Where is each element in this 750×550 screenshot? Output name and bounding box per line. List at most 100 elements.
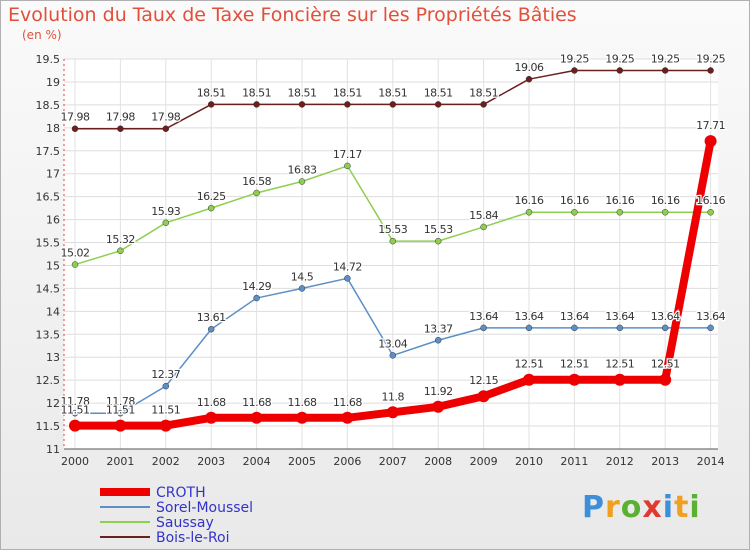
data-point [707, 324, 714, 332]
data-point [661, 324, 669, 332]
data-label: 13.64 [651, 310, 680, 323]
data-label: 11.68 [197, 396, 226, 409]
data-label: 11.51 [61, 404, 90, 417]
y-tick-label: 16 [46, 214, 60, 227]
data-point [205, 411, 218, 424]
data-label: 13.64 [605, 310, 634, 323]
data-label: 12.37 [151, 368, 180, 381]
x-tick-label: 2014 [697, 455, 725, 468]
data-point [480, 324, 487, 332]
x-tick-label: 2011 [560, 455, 588, 468]
data-label: 13.64 [560, 310, 589, 323]
data-point [296, 411, 308, 424]
data-point [613, 373, 626, 386]
data-label: 12.51 [560, 358, 589, 371]
data-label: 16.16 [605, 194, 634, 207]
data-label: 16.16 [560, 194, 589, 207]
data-label: 14.72 [333, 260, 362, 273]
logo-letter: o [620, 490, 643, 525]
data-point [162, 382, 170, 390]
x-tick-label: 2010 [515, 455, 543, 468]
data-label: 11.68 [333, 396, 362, 409]
data-label: 11.51 [106, 404, 135, 417]
data-point [525, 75, 533, 83]
x-tick-label: 2001 [106, 455, 134, 468]
data-label: 11.8 [382, 390, 405, 403]
plot-area [64, 59, 718, 449]
data-label: 11.51 [151, 404, 180, 417]
data-point [434, 101, 442, 108]
data-point [69, 419, 81, 432]
data-point [389, 352, 397, 359]
data-label: 16.16 [696, 194, 725, 207]
data-label: 18.51 [424, 86, 453, 99]
data-label: 11.78 [106, 395, 135, 408]
data-point [253, 294, 260, 302]
logo-letter: t [674, 490, 690, 525]
data-point [616, 208, 624, 216]
data-point [389, 101, 397, 108]
data-point [341, 411, 354, 424]
data-label: 11.92 [424, 385, 453, 398]
x-tick-label: 2009 [470, 455, 498, 468]
data-point [344, 162, 351, 170]
data-point [71, 409, 79, 417]
data-label: 13.64 [515, 310, 544, 323]
y-tick-label: 17.5 [36, 145, 61, 158]
data-label: 19.06 [515, 61, 544, 74]
x-tick-label: 2003 [197, 455, 225, 468]
data-label: 14.29 [242, 280, 271, 293]
data-point [525, 208, 533, 216]
data-label: 12.51 [515, 358, 544, 371]
data-label: 19.25 [560, 52, 589, 65]
data-point [661, 67, 669, 74]
data-point [162, 219, 170, 227]
data-point [480, 223, 487, 231]
data-point [298, 101, 306, 108]
data-label: 12.51 [605, 358, 634, 371]
proxiti-logo: Proxiti [582, 490, 701, 525]
y-tick-label: 13.5 [36, 328, 61, 341]
y-tick-label: 11.5 [36, 420, 61, 433]
data-label: 17.71 [696, 119, 725, 132]
y-tick-label: 16.5 [36, 191, 61, 204]
data-point [117, 409, 124, 417]
data-label: 18.51 [288, 86, 317, 99]
data-point [571, 67, 578, 74]
data-label: 15.02 [61, 247, 90, 260]
data-point [344, 101, 351, 108]
data-point [386, 406, 399, 419]
data-label: 17.17 [333, 148, 362, 161]
data-point [571, 324, 578, 332]
data-point [159, 419, 172, 432]
data-point [298, 178, 306, 185]
data-label: 19.25 [605, 52, 634, 65]
y-tick-label: 18.5 [36, 99, 61, 112]
data-label: 12.51 [651, 358, 680, 371]
data-label: 18.51 [242, 86, 271, 99]
data-point [707, 67, 714, 74]
data-label: 15.53 [424, 223, 453, 236]
data-point [162, 125, 170, 132]
data-label: 11.78 [61, 395, 90, 408]
data-label: 15.93 [151, 205, 180, 218]
x-tick-label: 2005 [288, 455, 316, 468]
data-point [568, 373, 581, 386]
x-tick-label: 2008 [424, 455, 452, 468]
data-label: 14.5 [291, 270, 314, 283]
data-point [114, 419, 127, 432]
data-point [432, 400, 445, 413]
x-tick-label: 2007 [379, 455, 407, 468]
y-tick-label: 11 [46, 443, 60, 456]
data-point [389, 237, 397, 245]
logo-letter: i [662, 490, 675, 525]
y-tick-label: 12 [46, 397, 60, 410]
data-point [525, 324, 533, 332]
data-label: 13.37 [424, 322, 453, 335]
y-tick-label: 14.5 [36, 282, 61, 295]
y-tick-label: 18 [46, 122, 60, 135]
data-point [523, 373, 535, 386]
data-point [250, 411, 263, 424]
data-point [71, 261, 79, 268]
data-point [253, 189, 260, 197]
